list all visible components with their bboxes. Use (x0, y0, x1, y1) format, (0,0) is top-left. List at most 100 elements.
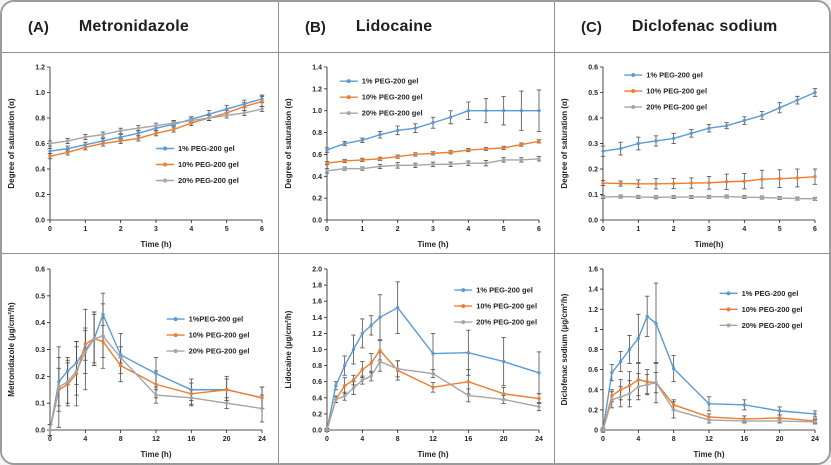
svg-text:0: 0 (601, 436, 605, 443)
svg-text:Degree of saturation (α): Degree of saturation (α) (284, 98, 293, 189)
svg-text:0.0: 0.0 (588, 218, 598, 225)
svg-text:0.3: 0.3 (588, 141, 598, 148)
panel-c-bottom: 0 0.2 0.4 0.6 0.8 1 1.2 1.4 1.6 0 4 8 12 16 20 24 Diclof… (555, 254, 829, 463)
svg-text:1.2: 1.2 (312, 86, 322, 93)
svg-text:4: 4 (360, 436, 364, 443)
svg-text:Time (h): Time (h) (141, 450, 172, 459)
svg-text:4: 4 (742, 226, 746, 233)
svg-text:Degree of saturation (α): Degree of saturation (α) (560, 98, 569, 189)
panel-a-top: 0.0 0.2 0.4 0.6 0.8 1.0 1.2 0 1 2 3 4 5 6 Degree of sa… (2, 53, 279, 254)
svg-text:0.1: 0.1 (588, 192, 598, 199)
svg-text:4: 4 (189, 226, 193, 233)
svg-text:24: 24 (258, 436, 266, 443)
svg-text:3: 3 (154, 226, 158, 233)
svg-text:20% PEG-200 gel: 20% PEG-200 gel (742, 320, 803, 329)
panel-c-top: 0.0 0.1 0.2 0.3 0.4 0.5 0.6 0 1 2 3 4 5 6 Degree of sa… (555, 53, 829, 254)
svg-text:0: 0 (48, 226, 52, 233)
svg-text:Lidocaine (µg/cm²/h): Lidocaine (µg/cm²/h) (284, 310, 293, 388)
svg-text:2: 2 (119, 226, 123, 233)
header-diclofenac: (C) Diclofenac sodium (555, 2, 829, 53)
svg-text:12: 12 (705, 436, 713, 443)
svg-text:0: 0 (601, 226, 605, 233)
svg-text:2.0: 2.0 (312, 266, 322, 273)
svg-text:8: 8 (119, 436, 123, 443)
chart-diclofenac-saturation: 0.0 0.1 0.2 0.3 0.4 0.5 0.6 0 1 2 3 4 5 6 Degree of sa… (560, 65, 818, 249)
svg-text:Metronidazole (µg/cm²/h): Metronidazole (µg/cm²/h) (7, 301, 16, 396)
svg-text:5: 5 (225, 226, 229, 233)
svg-text:4: 4 (636, 436, 640, 443)
svg-text:1.2: 1.2 (312, 330, 322, 337)
svg-text:1.6: 1.6 (588, 266, 598, 273)
svg-text:0.6: 0.6 (312, 379, 322, 386)
svg-text:1.0: 1.0 (312, 108, 322, 115)
svg-text:0.6: 0.6 (35, 141, 45, 148)
svg-text:1% PEG-200 gel: 1% PEG-200 gel (178, 144, 235, 153)
panel-label-c: (C) (581, 18, 602, 36)
panel-a-bottom: 0.0 0.1 0.2 0.3 0.4 0.5 0.6 0 4 8 12 16 20 24 Metronid… (2, 254, 279, 463)
svg-text:1% PEG-200 gel: 1% PEG-200 gel (476, 285, 533, 294)
svg-text:0.8: 0.8 (312, 363, 322, 370)
svg-text:1: 1 (594, 326, 598, 333)
svg-text:0.6: 0.6 (588, 65, 598, 72)
svg-text:20% PEG-200 gel: 20% PEG-200 gel (476, 317, 537, 326)
svg-text:6: 6 (260, 226, 264, 233)
svg-text:0.6: 0.6 (312, 152, 322, 159)
svg-text:1% PEG-200 gel: 1% PEG-200 gel (646, 71, 703, 80)
svg-text:16: 16 (740, 436, 748, 443)
svg-text:1.4: 1.4 (312, 65, 322, 72)
svg-text:5: 5 (778, 226, 782, 233)
svg-text:0.0: 0.0 (35, 427, 45, 434)
svg-text:4: 4 (83, 436, 87, 443)
svg-text:0: 0 (325, 226, 329, 233)
svg-text:1.4: 1.4 (312, 314, 322, 321)
svg-text:20: 20 (223, 436, 231, 443)
svg-text:Time(h): Time(h) (695, 240, 724, 249)
svg-text:2: 2 (395, 226, 399, 233)
svg-text:20: 20 (499, 436, 507, 443)
svg-text:20% PEG-200 gel: 20% PEG-200 gel (361, 109, 422, 118)
svg-text:6: 6 (813, 226, 817, 233)
chart-diclofenac-flux: 0 0.2 0.4 0.6 0.8 1 1.2 1.4 1.6 0 4 8 12 16 20 24 Diclof… (560, 266, 819, 459)
svg-text:20% PEG-200 gel: 20% PEG-200 gel (189, 346, 250, 355)
svg-text:1.6: 1.6 (312, 298, 322, 305)
svg-text:0.3: 0.3 (35, 347, 45, 354)
svg-text:0.6: 0.6 (35, 266, 45, 273)
svg-text:10% PEG-200 gel: 10% PEG-200 gel (189, 330, 250, 339)
svg-text:Time (h): Time (h) (417, 450, 448, 459)
panel-label-b: (B) (305, 18, 326, 36)
chart-metronidazole-flux: 0.0 0.1 0.2 0.3 0.4 0.5 0.6 0 4 8 12 16 20 24 Metronid… (7, 266, 266, 459)
svg-text:10% PEG-200 gel: 10% PEG-200 gel (361, 93, 422, 102)
svg-text:0.4: 0.4 (312, 395, 322, 402)
svg-text:0.0: 0.0 (35, 218, 45, 225)
svg-text:3: 3 (707, 226, 711, 233)
svg-text:0.2: 0.2 (35, 373, 45, 380)
svg-text:Degree of saturation (α): Degree of saturation (α) (7, 98, 16, 189)
svg-text:20% PEG-200 gel: 20% PEG-200 gel (178, 176, 239, 185)
svg-text:0: 0 (48, 436, 52, 443)
svg-text:6: 6 (537, 226, 541, 233)
svg-text:20% PEG-200 gel: 20% PEG-200 gel (646, 103, 707, 112)
svg-text:0.6: 0.6 (588, 367, 598, 374)
svg-text:Time (h): Time (h) (141, 240, 172, 249)
svg-text:0.2: 0.2 (312, 196, 322, 203)
svg-text:10% PEG-200 gel: 10% PEG-200 gel (476, 301, 537, 310)
svg-text:5: 5 (501, 226, 505, 233)
svg-text:1.2: 1.2 (588, 306, 598, 313)
svg-text:8: 8 (672, 436, 676, 443)
svg-text:0.2: 0.2 (588, 407, 598, 414)
svg-text:1.8: 1.8 (312, 282, 322, 289)
svg-text:10% PEG-200 gel: 10% PEG-200 gel (742, 304, 803, 313)
svg-text:1.2: 1.2 (35, 65, 45, 72)
svg-text:20: 20 (776, 436, 784, 443)
svg-text:0: 0 (594, 427, 598, 434)
svg-text:Time (h): Time (h) (694, 450, 725, 459)
panel-b-bottom: 0.0 0.2 0.4 0.6 0.8 1.0 1.2 1.4 1.6 1.8 2.0 0 4 8 12 16… (279, 254, 555, 463)
header-metronidazole: (A) Metronidazole (2, 2, 279, 53)
svg-text:0: 0 (325, 436, 329, 443)
svg-text:8: 8 (395, 436, 399, 443)
svg-text:10% PEG-200 gel: 10% PEG-200 gel (178, 160, 239, 169)
svg-text:10% PEG-200 gel: 10% PEG-200 gel (646, 87, 707, 96)
svg-text:Diclofenac sodium (µg/cm²/h): Diclofenac sodium (µg/cm²/h) (560, 293, 569, 405)
svg-text:0.0: 0.0 (312, 427, 322, 434)
